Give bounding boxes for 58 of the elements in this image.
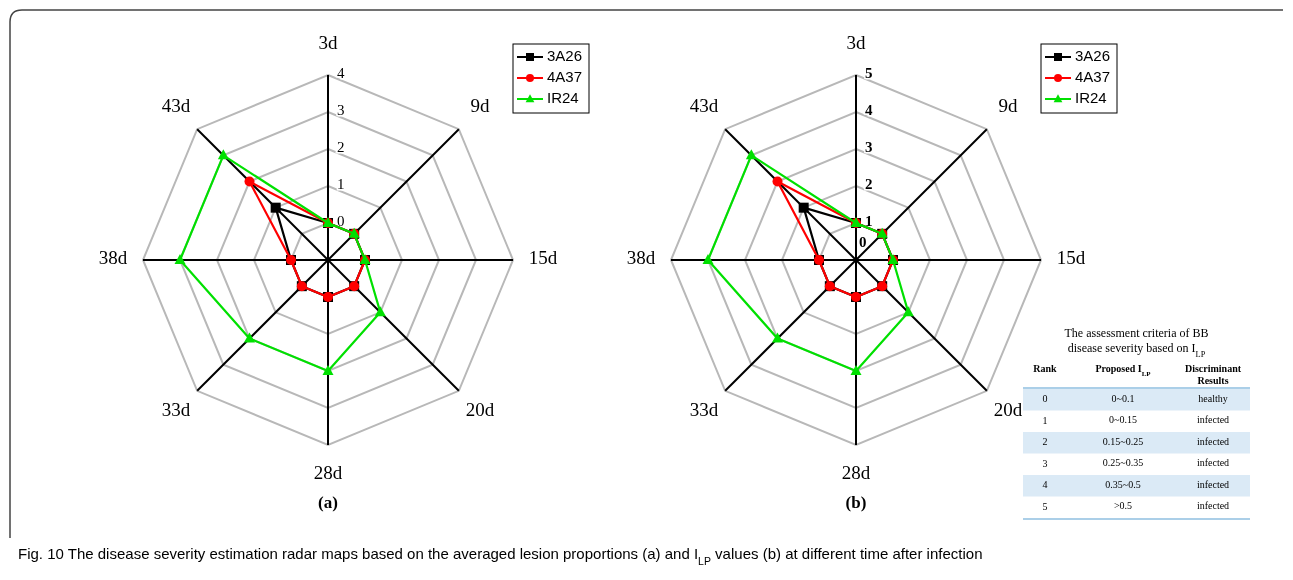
text: infected [1196,414,1230,426]
y-tick-label: 4 [1042,479,1048,491]
spoke-label: 43d [161,95,191,117]
y-tick-label: 2 [865,176,873,193]
text: (b) [845,493,867,512]
y-tick-label: 1 [865,213,873,230]
spoke-label: 3d [318,32,338,54]
spoke-label: 20d [993,399,1023,421]
spoke-label: 28d [841,462,871,484]
chart-title: The assessment criteria of BB disease severity based on I$_{LP}$ [1064,326,1209,359]
x-tick-label: Discriminant Results [1184,363,1242,386]
y-tick-label: 1 [337,176,345,193]
legend-label: IR24 [547,88,579,106]
text: infected [1196,436,1230,448]
y-tick-label: 4 [337,65,345,82]
legend-label: 4A37 [1075,67,1111,85]
spoke-label: 33d [161,399,191,421]
y-tick-label: 0 [859,234,867,251]
y-tick-label: 5 [865,65,873,82]
y-tick-label: 2 [337,139,345,156]
spoke-label: 9d [998,95,1019,117]
legend-label: 3A26 [547,46,583,64]
y-tick-label: 3 [1042,457,1048,469]
y-tick-label: 1 [1042,414,1048,426]
spoke-label: 38d [98,247,128,269]
text: infected [1196,500,1230,512]
x-tick-label: Proposed I$_{LP}$ [1095,363,1152,378]
spoke-label: 38d [626,247,656,269]
y-tick-label: 5 [1042,500,1048,512]
y-tick-label: 3 [865,139,873,156]
text: 0~0.15 [1109,414,1137,426]
text: 0~0.1 [1111,393,1135,405]
caption: Fig. 10 The disease severity estimation radar maps based on the averaged lesion proportions (a) and I$_{LP}$ values (b) at different time after infection [18,545,983,567]
spoke-label: 43d [689,95,719,117]
legend-label: 4A37 [547,67,583,85]
spoke-label: 3d [846,32,866,54]
text: 0.25~0.35 [1102,457,1144,469]
y-tick-label: 0 [337,213,345,230]
text: healthy [1198,393,1228,405]
y-tick-label: 3 [337,102,345,119]
spoke-label: 15d [1056,247,1086,269]
y-tick-label: 2 [1042,436,1048,448]
text: (a) [318,493,338,512]
spoke-label: 28d [313,462,343,484]
legend-label: IR24 [1075,88,1107,106]
y-axis-title: Rank [1033,363,1058,374]
spoke-label: 20d [465,399,495,421]
spoke-label: 15d [528,247,558,269]
text: 0.15~0.25 [1102,436,1144,448]
spoke-label: 33d [689,399,719,421]
legend-label: 3A26 [1075,46,1111,64]
text: >0.5 [1113,500,1133,512]
text: infected [1196,479,1230,491]
y-tick-label: 4 [865,102,873,119]
y-tick-label: 0 [1042,393,1048,405]
text: 0.35~0.5 [1105,479,1141,491]
spoke-label: 9d [470,95,491,117]
text: infected [1196,457,1230,469]
